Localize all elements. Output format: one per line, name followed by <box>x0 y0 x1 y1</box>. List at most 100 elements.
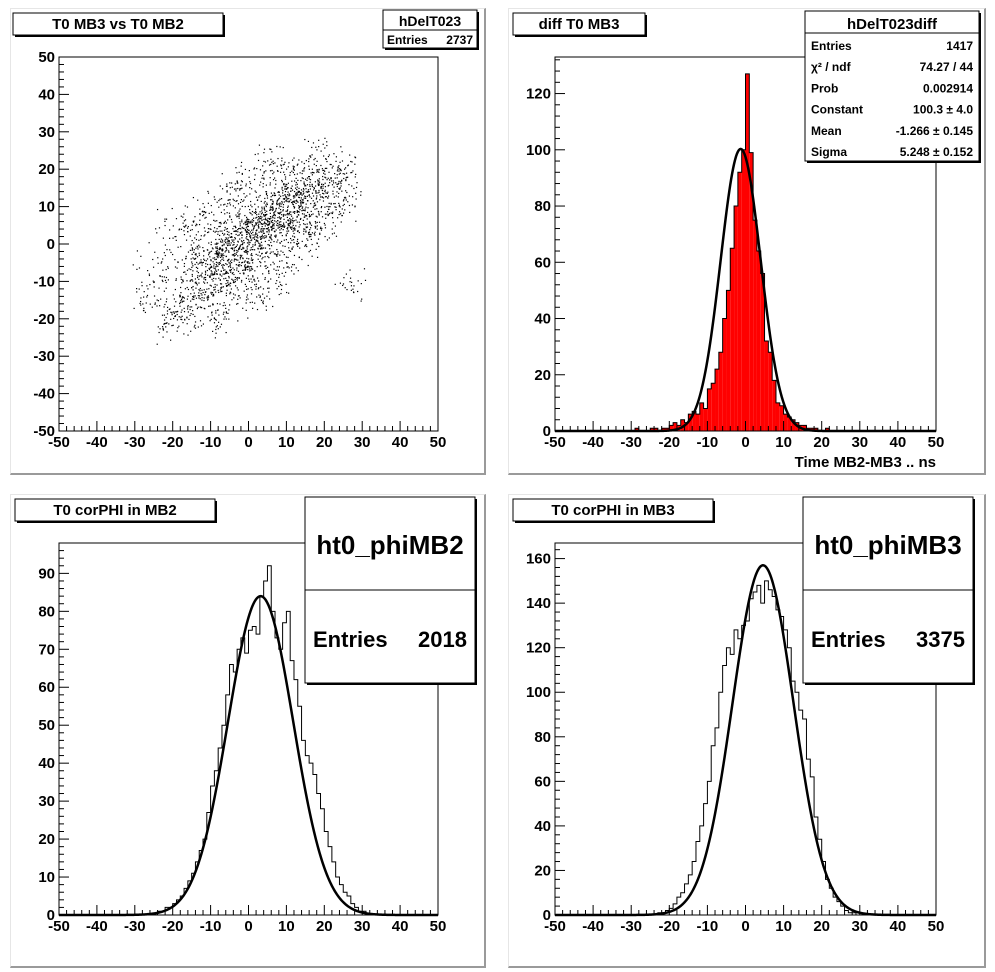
scatter-point <box>237 187 239 190</box>
scatter-point <box>287 206 289 209</box>
scatter-point <box>335 206 337 208</box>
scatter-point <box>245 302 247 304</box>
scatter-point <box>293 236 296 238</box>
scatter-point <box>217 269 219 271</box>
scatter-point <box>215 252 217 254</box>
scatter-point <box>275 183 277 185</box>
scatter-point <box>288 220 290 222</box>
scatter-point <box>240 256 242 258</box>
scatter-point <box>279 171 282 173</box>
scatter-point <box>274 220 276 222</box>
scatter-point <box>301 170 304 172</box>
scatter-point <box>313 203 315 205</box>
scatter-point <box>287 219 289 221</box>
scatter-point <box>280 223 282 226</box>
scatter-point <box>246 246 248 248</box>
scatter-point <box>273 227 275 229</box>
scatter-point <box>308 168 310 170</box>
scatter-point <box>271 219 274 222</box>
scatter-point <box>226 260 229 262</box>
scatter-point <box>295 181 297 184</box>
scatter-point <box>246 257 248 260</box>
scatter-point <box>249 209 251 211</box>
scatter-point <box>206 269 208 272</box>
scatter-point <box>233 249 235 251</box>
scatter-point <box>226 279 228 282</box>
scatter-point <box>268 231 270 233</box>
scatter-point <box>254 153 256 156</box>
scatter-point <box>258 251 261 253</box>
scatter-point <box>217 256 219 259</box>
scatter-point <box>273 214 275 216</box>
scatter-point <box>280 217 282 219</box>
scatter-point <box>231 186 233 188</box>
scatter-point <box>274 187 276 189</box>
scatter-point <box>272 200 274 202</box>
scatter-point <box>241 241 243 243</box>
scatter-point <box>234 276 237 279</box>
scatter-point <box>183 226 186 228</box>
scatter-point <box>193 220 195 222</box>
scatter-point <box>265 223 267 225</box>
scatter-point <box>207 249 209 251</box>
scatter-point <box>234 236 236 239</box>
scatter-point <box>316 221 318 224</box>
scatter-point <box>316 171 318 173</box>
scatter-point <box>248 266 250 268</box>
scatter-point <box>296 216 298 218</box>
scatter-point <box>247 266 249 268</box>
scatter-point <box>140 297 142 299</box>
scatter-point <box>354 176 356 178</box>
scatter-point <box>298 205 300 207</box>
scatter-point <box>307 239 309 241</box>
x-tick-label: 30 <box>354 434 371 451</box>
scatter-point <box>281 167 283 169</box>
scatter-point <box>268 272 270 275</box>
scatter-point <box>300 180 302 182</box>
scatter-point <box>224 226 226 229</box>
scatter-point <box>308 158 310 160</box>
scatter-point <box>233 258 236 260</box>
scatter-point <box>353 285 355 287</box>
scatter-point <box>266 197 269 199</box>
scatter-point <box>282 206 284 208</box>
scatter-point <box>220 287 222 289</box>
scatter-point <box>340 169 342 172</box>
scatter-point <box>185 224 187 226</box>
scatter-point <box>255 233 257 235</box>
scatter-point <box>292 217 294 219</box>
scatter-point <box>279 254 281 256</box>
scatter-point <box>203 235 205 237</box>
histogram-bar <box>749 152 754 432</box>
scatter-point <box>364 279 367 282</box>
scatter-point <box>254 224 256 227</box>
scatter-point <box>218 321 220 323</box>
scatter-point <box>248 232 250 234</box>
scatter-point <box>283 213 285 216</box>
scatter-point <box>259 296 261 299</box>
scatter-point <box>292 227 294 230</box>
scatter-point <box>265 193 268 196</box>
scatter-point <box>237 240 239 242</box>
scatter-point <box>340 221 342 223</box>
scatter-point <box>186 269 189 271</box>
scatter-point <box>268 233 270 235</box>
scatter-point <box>270 236 272 238</box>
scatter-point <box>315 222 317 224</box>
scatter-point <box>327 211 329 213</box>
scatter-point <box>360 283 362 285</box>
scatter-point <box>281 260 283 262</box>
scatter-point <box>269 236 271 238</box>
y-tick-label: 20 <box>38 161 55 178</box>
scatter-point <box>255 240 257 242</box>
scatter-point <box>272 217 274 219</box>
scatter-point <box>265 191 268 193</box>
scatter-point <box>315 185 317 187</box>
scatter-point <box>266 295 268 297</box>
scatter-point <box>229 304 231 306</box>
scatter-point <box>182 279 184 282</box>
scatter-point <box>287 205 289 207</box>
scatter-point <box>311 185 313 188</box>
scatter-point <box>194 278 197 280</box>
scatter-point <box>351 281 353 283</box>
